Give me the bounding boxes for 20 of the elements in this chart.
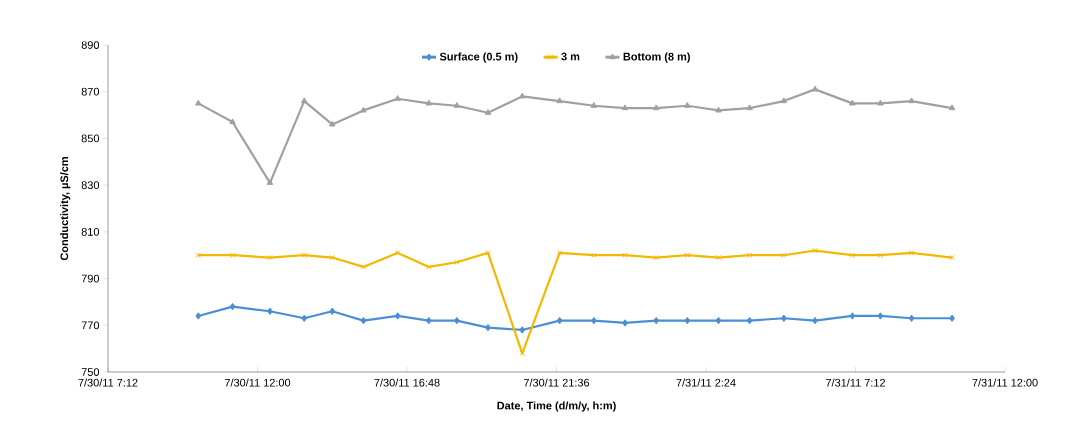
legend-label: 3 m xyxy=(561,52,580,61)
x-tick-label: 7/31/11 2:24 xyxy=(676,378,736,387)
x-tick-label: 7/30/11 12:00 xyxy=(224,378,291,387)
y-tick-label: 810 xyxy=(81,227,100,236)
y-tick-label: 890 xyxy=(81,41,100,49)
y-axis-title: Conductivity, µS/cm xyxy=(60,157,71,261)
y-tick-label: 830 xyxy=(81,181,100,190)
x-tick-label: 7/30/11 21:36 xyxy=(523,378,590,387)
y-tick-label: 850 xyxy=(81,134,100,143)
legend-label: Bottom (8 m) xyxy=(623,52,690,63)
x-tick-label: 7/31/11 7:12 xyxy=(826,378,886,387)
x-tick-label: 7/30/11 16:48 xyxy=(374,378,440,387)
legend-label: Surface (0.5 m) xyxy=(439,52,518,63)
y-tick-label: 790 xyxy=(81,274,100,283)
x-tick-label: 7/31/11 12:00 xyxy=(972,378,1038,387)
x-axis-title: Date, Time (d/m/y, h:m) xyxy=(497,401,616,412)
y-tick-label: 770 xyxy=(81,321,100,330)
y-tick-label: 750 xyxy=(81,368,100,376)
x-tick-label: 7/30/11 7:12 xyxy=(78,378,138,387)
y-tick-label: 870 xyxy=(81,87,100,96)
